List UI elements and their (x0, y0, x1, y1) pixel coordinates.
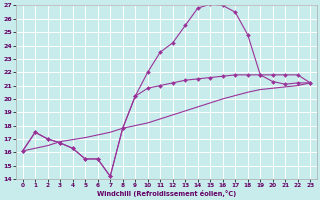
X-axis label: Windchill (Refroidissement éolien,°C): Windchill (Refroidissement éolien,°C) (97, 190, 236, 197)
